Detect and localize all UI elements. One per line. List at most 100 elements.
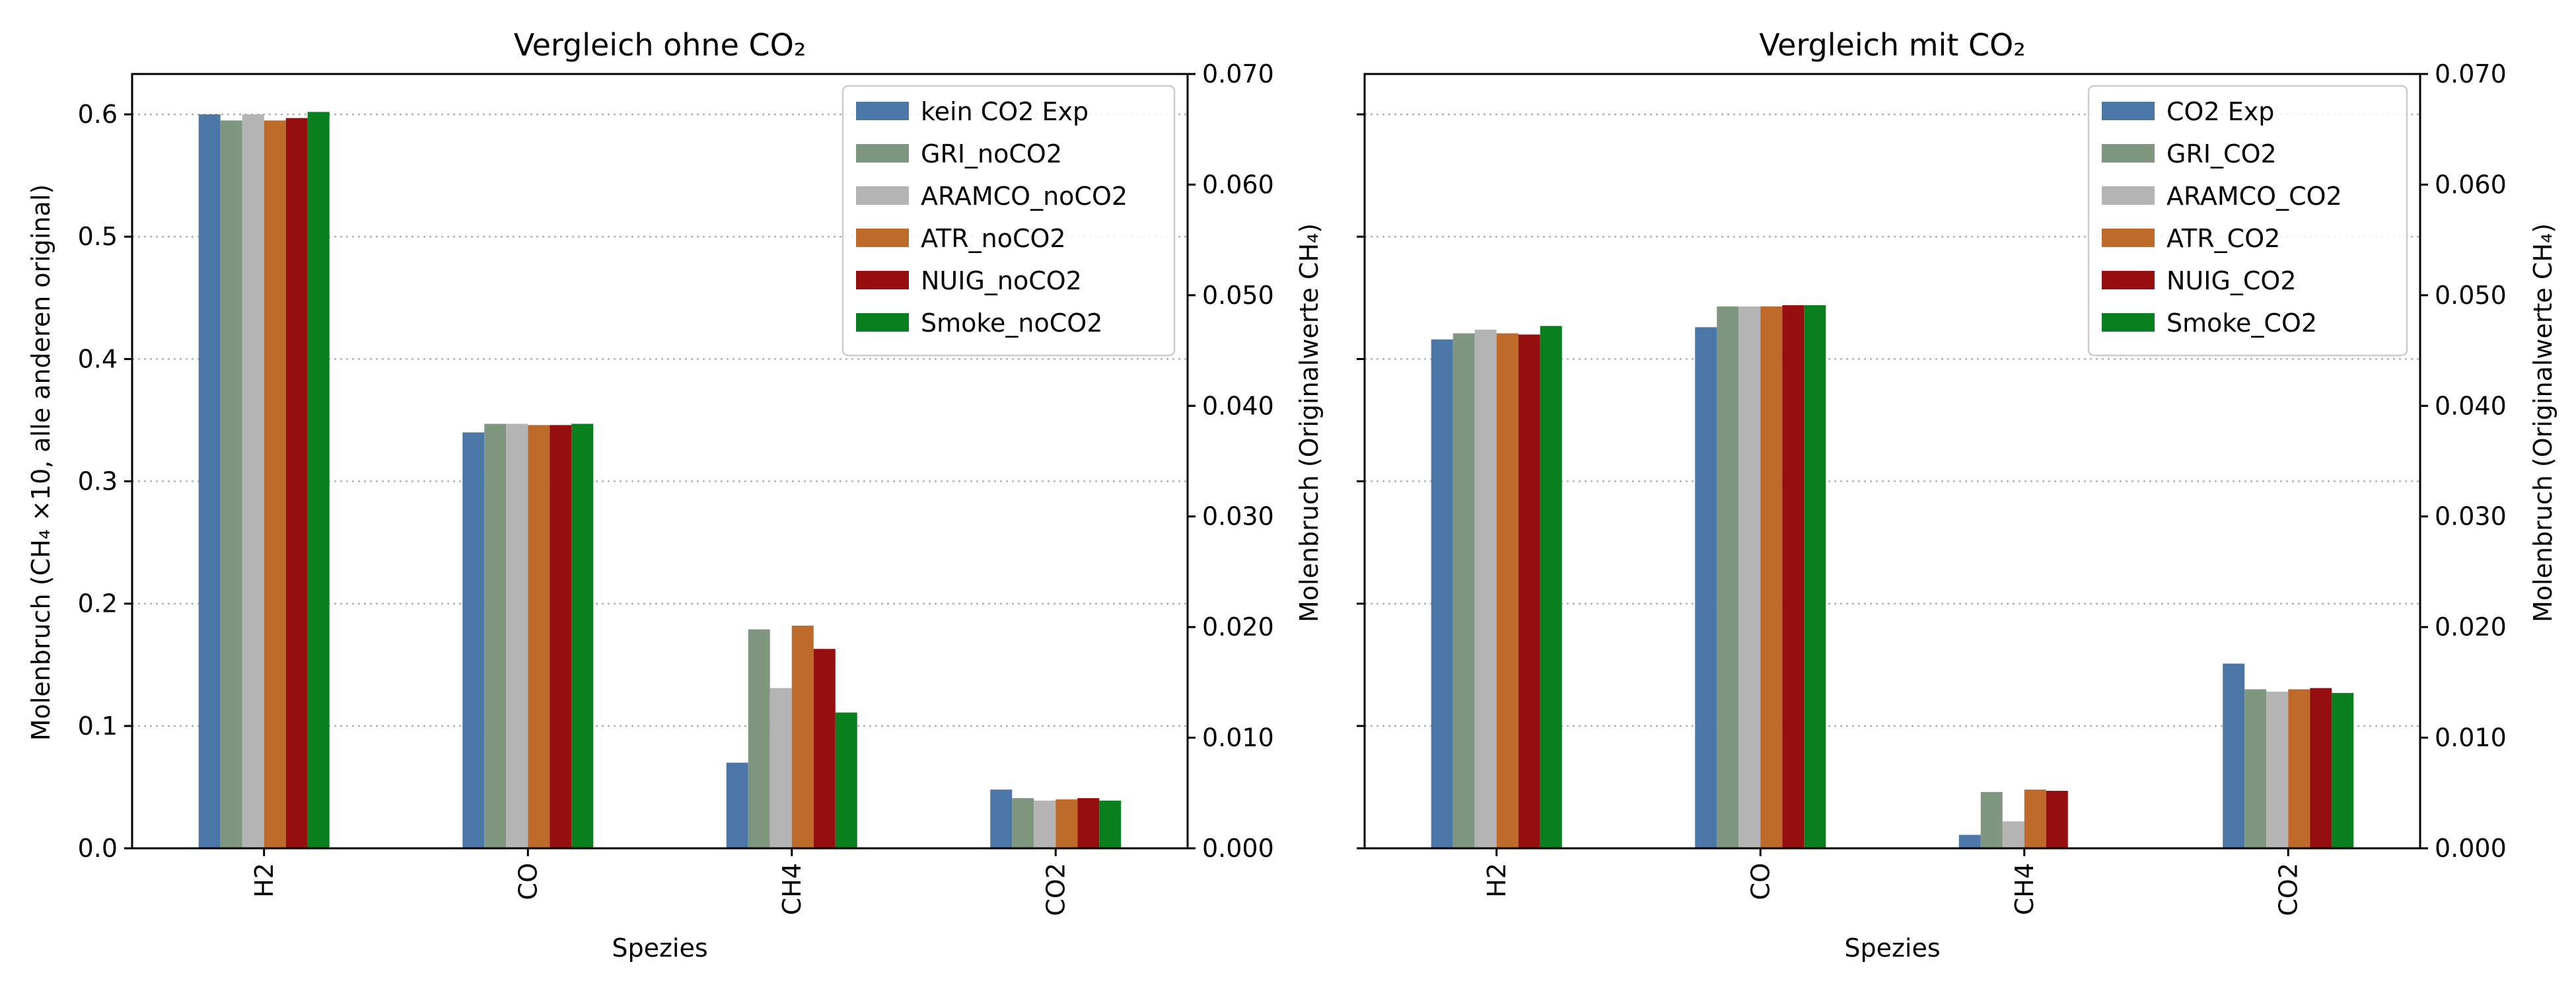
legend-label: ARAMCO_noCO2 — [921, 182, 1127, 211]
chart-right: Vergleich mit CO₂ Molenbruch (Originalwe… — [1357, 27, 2558, 963]
bar — [1782, 305, 1805, 848]
chart-left-title: Vergleich ohne CO₂ — [514, 27, 806, 63]
legend-swatch — [2102, 144, 2155, 163]
legend-label: GRI_CO2 — [2166, 139, 2277, 168]
x-tick-label: CH4 — [2010, 863, 2039, 915]
legend-swatch — [856, 144, 909, 163]
bar — [2002, 821, 2024, 848]
bar — [285, 118, 308, 848]
x-tick-label: H2 — [250, 863, 279, 898]
y-right-tick-label: 0.060 — [2435, 170, 2507, 199]
bar — [220, 120, 242, 848]
y-right-tick-label: 0.070 — [2435, 59, 2507, 89]
y-right-tick-label: 0.070 — [1202, 59, 1274, 89]
chart-left: Vergleich ohne CO₂ Molenbruch (CH₄ ×10, … — [26, 27, 1324, 963]
y-tick-label: 0.3 — [78, 467, 118, 496]
bar — [1717, 306, 1739, 848]
bar — [1452, 333, 1475, 848]
legend-label: NUIG_noCO2 — [921, 266, 1082, 295]
chart-right-y-axis-right: 0.000 0.010 0.020 0.030 0.040 0.050 0.060 0.070 — [2420, 59, 2507, 863]
x-tick-label: CO2 — [1041, 863, 1070, 916]
legend-swatch — [856, 229, 909, 247]
legend-label: GRI_noCO2 — [921, 139, 1062, 168]
y-right-tick-label: 0.030 — [2435, 502, 2507, 531]
bar — [1695, 327, 1717, 849]
bar — [307, 112, 330, 849]
y-right-tick-label: 0.010 — [1202, 723, 1274, 752]
bar — [1738, 306, 1761, 848]
bar — [813, 649, 836, 848]
legend-box — [841, 85, 1176, 357]
chart-right-plot-frame — [1363, 73, 2421, 850]
bar — [550, 425, 572, 848]
y-tick-label: 0.0 — [78, 834, 118, 863]
y-tick-label: 0.4 — [78, 344, 118, 373]
bar — [2223, 663, 2245, 848]
bar — [791, 626, 814, 848]
chart-left-y-axis: 0.0 0.1 0.2 0.3 0.4 0.5 0.6 — [78, 100, 132, 863]
chart-left-ylabel-right: Molenbruch (Originalwerte CH₄) — [1295, 223, 1324, 622]
legend-swatch — [2102, 102, 2155, 120]
y-tick-label: 0.2 — [78, 589, 118, 618]
legend-label: ARAMCO_CO2 — [2166, 182, 2342, 211]
legend-swatch — [2102, 186, 2155, 205]
y-right-tick-label: 0.060 — [1202, 170, 1274, 199]
legend-swatch — [2102, 229, 2155, 247]
legend-swatch — [856, 186, 909, 205]
chart-left-ylabel: Molenbruch (CH₄ ×10, alle anderen origin… — [26, 184, 55, 741]
bar — [1474, 329, 1497, 849]
bar — [2266, 692, 2289, 848]
bar — [242, 114, 264, 849]
legend-box — [2087, 85, 2408, 357]
y-right-tick-label: 0.000 — [2435, 834, 2507, 863]
y-right-tick-label: 0.040 — [1202, 391, 1274, 420]
chart-left-x-axis: H2 CO CH4 CO2 — [250, 848, 1070, 916]
chart-right-bars — [1431, 305, 2354, 849]
bar — [1980, 791, 2003, 848]
bar — [484, 423, 507, 848]
x-tick-label: CH4 — [777, 863, 806, 915]
bar — [462, 432, 485, 848]
bar — [1760, 306, 1783, 848]
legend-label: ATR_CO2 — [2166, 224, 2280, 253]
bar — [2310, 688, 2332, 848]
chart-left-xlabel: Spezies — [612, 934, 707, 963]
bar — [264, 120, 286, 848]
bar — [1804, 305, 1826, 848]
chart-right-xlabel: Spezies — [1844, 934, 1940, 963]
y-right-tick-label: 0.030 — [1202, 502, 1274, 531]
bar — [748, 629, 770, 848]
chart-left-y-axis-right: 0.000 0.010 0.020 0.030 0.040 0.050 0.060 0.070 — [1188, 59, 1274, 863]
legend-label: Smoke_noCO2 — [921, 309, 1102, 338]
bar — [2024, 789, 2046, 848]
legend-label: CO2 Exp — [2166, 97, 2274, 126]
chart-right-legend: CO2 Exp GRI_CO2 ARAMCO_CO2 ATR_CO2 NUIG_CO2 S… — [2087, 85, 2408, 357]
y-right-tick-label: 0.020 — [1202, 612, 1274, 642]
legend-label: kein CO2 Exp — [921, 97, 1089, 126]
bar — [1431, 339, 1453, 848]
bar — [1012, 798, 1034, 848]
bar — [1496, 333, 1519, 848]
chart-right-x-axis: H2 CO CH4 CO2 — [1482, 848, 2303, 916]
bar — [2332, 692, 2354, 848]
x-tick-label: CO — [513, 863, 542, 900]
x-tick-label: H2 — [1482, 863, 1511, 898]
bar — [726, 762, 748, 848]
chart-right-y-axis — [1357, 113, 1365, 850]
y-right-tick-label: 0.010 — [2435, 723, 2507, 752]
bar — [2244, 689, 2267, 848]
bar — [1077, 798, 1100, 848]
bar — [2288, 689, 2310, 848]
y-right-tick-label: 0.020 — [2435, 612, 2507, 642]
y-right-tick-label: 0.040 — [2435, 391, 2507, 420]
bar — [1034, 800, 1056, 848]
bar — [1958, 834, 1981, 848]
legend-swatch — [856, 313, 909, 332]
chart-left-plot-frame — [131, 73, 1189, 850]
y-tick-label: 0.5 — [78, 222, 118, 251]
legend-label: Smoke_CO2 — [2166, 309, 2317, 338]
y-tick-label: 0.6 — [78, 100, 118, 129]
legend-swatch — [2102, 271, 2155, 289]
chart-right-ylabel-right: Molenbruch (Originalwerte CH₄) — [2528, 223, 2558, 622]
